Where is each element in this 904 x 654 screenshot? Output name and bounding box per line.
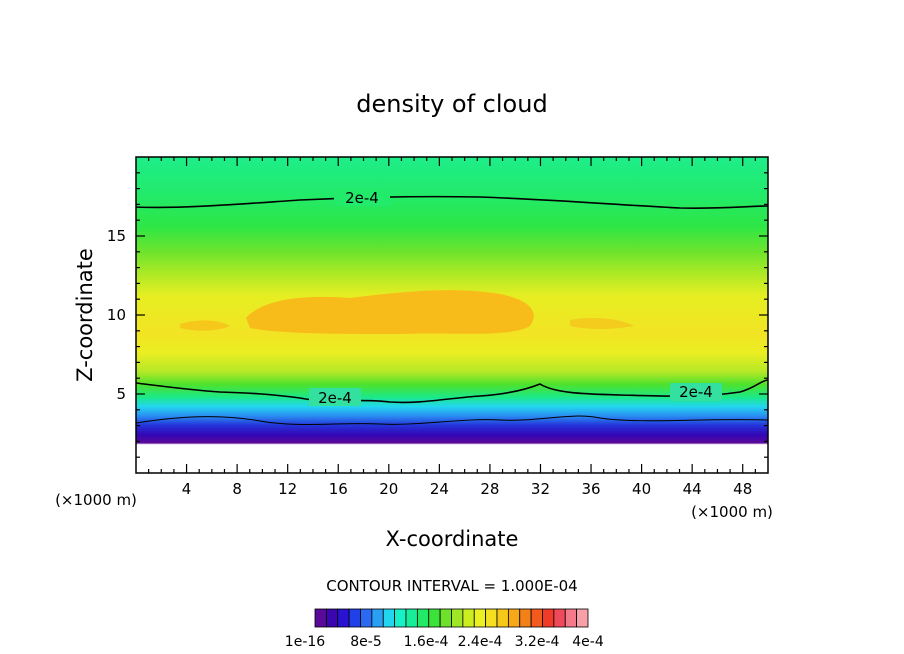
x-tick-label: 28 bbox=[480, 480, 499, 498]
colorbar-tick-label: 1e-16 bbox=[285, 634, 325, 650]
contour-line-upper bbox=[135, 195, 769, 209]
x-tick-label: 44 bbox=[683, 480, 702, 498]
colorbar-swatch bbox=[428, 608, 441, 628]
colorbar-swatch bbox=[507, 608, 521, 628]
colorbar-swatch bbox=[360, 608, 373, 628]
colorbar-swatch bbox=[462, 608, 475, 628]
y-axis-title: Z-coordinate bbox=[73, 248, 97, 382]
x-axis-title: X-coordinate bbox=[386, 527, 519, 551]
colorbar-tick-label: 2.4e-4 bbox=[458, 634, 503, 650]
colorbar bbox=[314, 608, 589, 628]
colorbar-swatch bbox=[394, 608, 407, 628]
colorbar-swatch bbox=[576, 608, 589, 628]
y-tick-label: 5 bbox=[116, 385, 126, 403]
y-tick-label: 15 bbox=[107, 227, 126, 245]
contour-label: 2e-4 bbox=[318, 389, 352, 407]
colorbar-labels: 1e-16 8e-5 1.6e-4 2.4e-4 3.2e-4 4e-4 bbox=[285, 634, 604, 650]
contour-label: 2e-4 bbox=[679, 383, 713, 401]
colorbar-swatch bbox=[451, 608, 464, 628]
colorbar-swatch bbox=[530, 608, 543, 628]
colorbar-swatch bbox=[519, 608, 532, 628]
x-tick-label: 40 bbox=[632, 480, 651, 498]
x-tick-label: 24 bbox=[430, 480, 449, 498]
colorbar-tick-label: 3.2e-4 bbox=[515, 634, 560, 650]
y-tick-label: 10 bbox=[107, 306, 126, 324]
x-tick-label: 4 bbox=[182, 480, 192, 498]
colorbar-swatch bbox=[485, 608, 498, 628]
contour-line-base bbox=[135, 415, 769, 425]
colorbar-swatch bbox=[325, 608, 339, 628]
x-unit-right: (×1000 m) bbox=[691, 503, 773, 521]
x-tick-label: 20 bbox=[379, 480, 398, 498]
x-tick-label: 32 bbox=[531, 480, 550, 498]
x-tick-label: 48 bbox=[733, 480, 752, 498]
plot-area bbox=[136, 157, 768, 473]
y-axis: 5 10 15 bbox=[107, 172, 768, 458]
colorbar-swatch bbox=[405, 608, 418, 628]
colorbar-swatch bbox=[314, 608, 327, 628]
x-axis: 4 8 12 16 20 24 28 32 36 40 44 48 bbox=[148, 157, 756, 498]
colorbar-swatch bbox=[439, 608, 452, 628]
high-density-region bbox=[246, 290, 534, 334]
colorbar-tick-label: 8e-5 bbox=[350, 634, 381, 650]
colorbar-swatch bbox=[348, 608, 361, 628]
colorbar-swatch bbox=[496, 608, 509, 628]
colorbar-swatch bbox=[337, 608, 350, 628]
x-tick-label: 36 bbox=[581, 480, 600, 498]
x-tick-label: 16 bbox=[329, 480, 348, 498]
colorbar-swatch bbox=[564, 608, 578, 628]
colorbar-swatch bbox=[416, 608, 430, 628]
colorbar-swatch bbox=[473, 608, 487, 628]
contour-interval-text: CONTOUR INTERVAL = 1.000E-04 bbox=[326, 577, 577, 595]
colorbar-swatch bbox=[542, 608, 555, 628]
x-unit-left: (×1000 m) bbox=[55, 491, 137, 509]
colorbar-swatch bbox=[553, 608, 566, 628]
colorbar-swatch bbox=[382, 608, 396, 628]
colorbar-tick-label: 4e-4 bbox=[572, 634, 604, 650]
colorbar-tick-label: 1.6e-4 bbox=[404, 634, 449, 650]
x-tick-label: 12 bbox=[278, 480, 297, 498]
chart-title: density of cloud bbox=[356, 90, 547, 118]
contour-label: 2e-4 bbox=[345, 189, 379, 207]
x-tick-label: 8 bbox=[232, 480, 242, 498]
colorbar-swatch bbox=[371, 608, 384, 628]
